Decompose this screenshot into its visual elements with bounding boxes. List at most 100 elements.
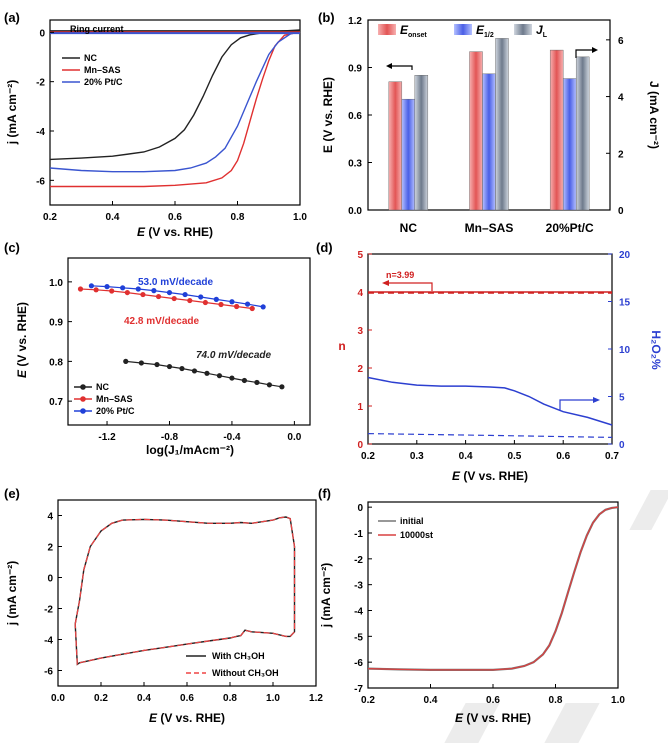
legend-marker-c-mn-sas xyxy=(80,396,86,402)
legend-label-jl: JL xyxy=(536,23,548,39)
data-point-mn-sas xyxy=(140,291,146,298)
y-tick-label: 10 xyxy=(619,345,631,356)
y-tick-label: 0 xyxy=(39,28,45,39)
data-point-20-pt-c xyxy=(151,288,157,294)
annotation-tafel-nc: 74.0 mV/decade xyxy=(196,350,271,361)
panel-a: 0.2 0.4 0.6 0.8 1.00-2-4-6 (a) Ring current … xyxy=(4,10,307,239)
y-tick-label-left: 0.6 xyxy=(348,111,362,122)
y-tick-label: -4 xyxy=(44,636,53,647)
data-point-20-pt-c xyxy=(135,286,141,292)
data-point-nc xyxy=(123,358,129,364)
cv-loop-without-ch-oh xyxy=(74,516,296,666)
ticks-e: 0.0 0.2 0.4 0.6 0.8 1.0 1.2 4 2 0 -2 -4 -6 xyxy=(44,512,323,705)
series-group-a xyxy=(49,29,301,188)
data-point-mn-sas xyxy=(124,289,130,296)
x-tick-label: 1.2 xyxy=(309,693,323,704)
x-tick-label: 0.7 xyxy=(605,451,619,462)
y-tick-label: -4 xyxy=(354,607,363,618)
data-point-nc xyxy=(191,368,198,374)
y-tick-label: -2 xyxy=(44,605,53,616)
ticks-c: -1.2 -0.8 -0.4 0.0 0.7 0.8 0.9 1.0 xyxy=(49,278,302,443)
x-axis-label-a: E (V vs. RHE) xyxy=(137,225,213,239)
data-point-nc xyxy=(279,384,285,390)
data-point-20-pt-c xyxy=(104,284,110,290)
data-point-20-pt-c xyxy=(260,304,266,310)
data-point-mn-sas xyxy=(187,297,193,304)
y-tick-label: 15 xyxy=(619,298,631,309)
data-point-mn-sas xyxy=(218,301,224,308)
series-line-20-pt-c xyxy=(49,31,301,173)
y-tick-label-left: 1.2 xyxy=(348,16,362,27)
y-tick-label: 2 xyxy=(47,543,53,554)
x-tick-label: -0.4 xyxy=(223,432,241,443)
data-point-20-pt-c xyxy=(182,291,188,298)
data-point-mn-sas xyxy=(171,295,177,302)
y-tick-label: 2 xyxy=(357,364,363,375)
annotation-tafel-ptc: 53.0 mV/decade xyxy=(138,277,213,288)
panel-c: -1.2 -0.8 -0.4 0.0 0.7 0.8 0.9 1.0 (c) 53.0 mV/… xyxy=(4,240,311,457)
y-tick-label-right: 4 xyxy=(618,93,624,104)
legend-label-with-ch3oh: With CH₃OH xyxy=(212,651,265,661)
bar-j-l-20-pt-c xyxy=(575,56,590,211)
data-point-20-pt-c xyxy=(213,296,219,302)
y-tick-label-left: 0.3 xyxy=(348,159,362,170)
y-tick-label: 1 xyxy=(357,402,363,413)
x-tick-label: 0.5 xyxy=(507,451,521,462)
legend-label-10000st: 10000st xyxy=(400,530,433,540)
category-label-mn-sas: Mn–SAS xyxy=(465,221,514,235)
chart-title-a: Ring current xyxy=(70,24,124,34)
data-point-20-pt-c xyxy=(120,285,126,291)
y-tick-label: -2 xyxy=(36,78,45,89)
category-label-20-pt-c: 20%Pt/C xyxy=(546,221,594,235)
x-axis-label-d: E (V vs. RHE) xyxy=(452,469,528,483)
y-axis-label-e: j (mA cm⁻²) xyxy=(5,561,19,627)
data-point-mn-sas xyxy=(77,286,84,292)
x-axis-label-c: log(J₁/mAcm⁻²) xyxy=(146,443,234,457)
y-tick-label: 5 xyxy=(619,393,625,404)
legend-label-ptc: 20% Pt/C xyxy=(84,77,123,87)
panel-label-c: (c) xyxy=(4,240,20,255)
cv-loop-with-ch-oh xyxy=(74,516,296,666)
legend-swatch-e-onset xyxy=(378,24,396,35)
y-tick-label: -6 xyxy=(354,658,363,669)
data-point-20-pt-c xyxy=(166,289,173,296)
legend-label-mn-sas: Mn–SAS xyxy=(84,65,121,75)
data-point-20-pt-c xyxy=(198,294,204,300)
legend-marker-c-ptc xyxy=(80,408,86,414)
y-tick-label-right: 0 xyxy=(618,206,624,217)
y-tick-label: -2 xyxy=(354,555,363,566)
x-tick-label: 0.8 xyxy=(549,695,563,706)
panel-label-f: (f) xyxy=(318,486,331,501)
x-tick-label: 0.4 xyxy=(424,695,438,706)
x-tick-label: 0.2 xyxy=(43,212,57,223)
legend-swatch-e-half xyxy=(454,24,472,35)
y-tick-label: 20 xyxy=(619,250,631,261)
panel-label-b: (b) xyxy=(318,10,335,25)
series-group-f xyxy=(367,506,619,672)
plot-area-a xyxy=(49,19,301,206)
x-tick-label: 0.4 xyxy=(459,451,473,462)
data-point-nc xyxy=(138,360,144,366)
bar-j-l-mn-sas xyxy=(495,38,509,211)
ticks-a: 0.2 0.4 0.6 0.8 1.0 0 -2 -4 -6 xyxy=(36,28,307,223)
legend-marker-c-nc xyxy=(80,384,86,390)
legend-label-initial: initial xyxy=(400,516,424,526)
y-tick-label: -1 xyxy=(354,529,363,540)
fit-line-20-pt-c xyxy=(91,285,264,308)
bar-e-onset-nc xyxy=(388,81,403,211)
data-point-20-pt-c xyxy=(229,299,235,305)
arrow-n-head xyxy=(382,280,389,286)
bar-e-1-2-nc xyxy=(401,98,416,211)
y-axis-label-a: j (mA cm⁻²) xyxy=(5,80,19,146)
x-tick-label: -1.2 xyxy=(98,432,116,443)
x-tick-label: 0.6 xyxy=(168,212,182,223)
data-point-nc xyxy=(154,361,160,368)
y-axis-label-d-right: H₂O₂% xyxy=(649,330,663,370)
data-point-nc xyxy=(254,379,260,386)
arrow-left-indicator xyxy=(388,65,413,70)
x-tick-label: 1.0 xyxy=(293,212,307,223)
y-tick-label: 4 xyxy=(47,512,53,523)
